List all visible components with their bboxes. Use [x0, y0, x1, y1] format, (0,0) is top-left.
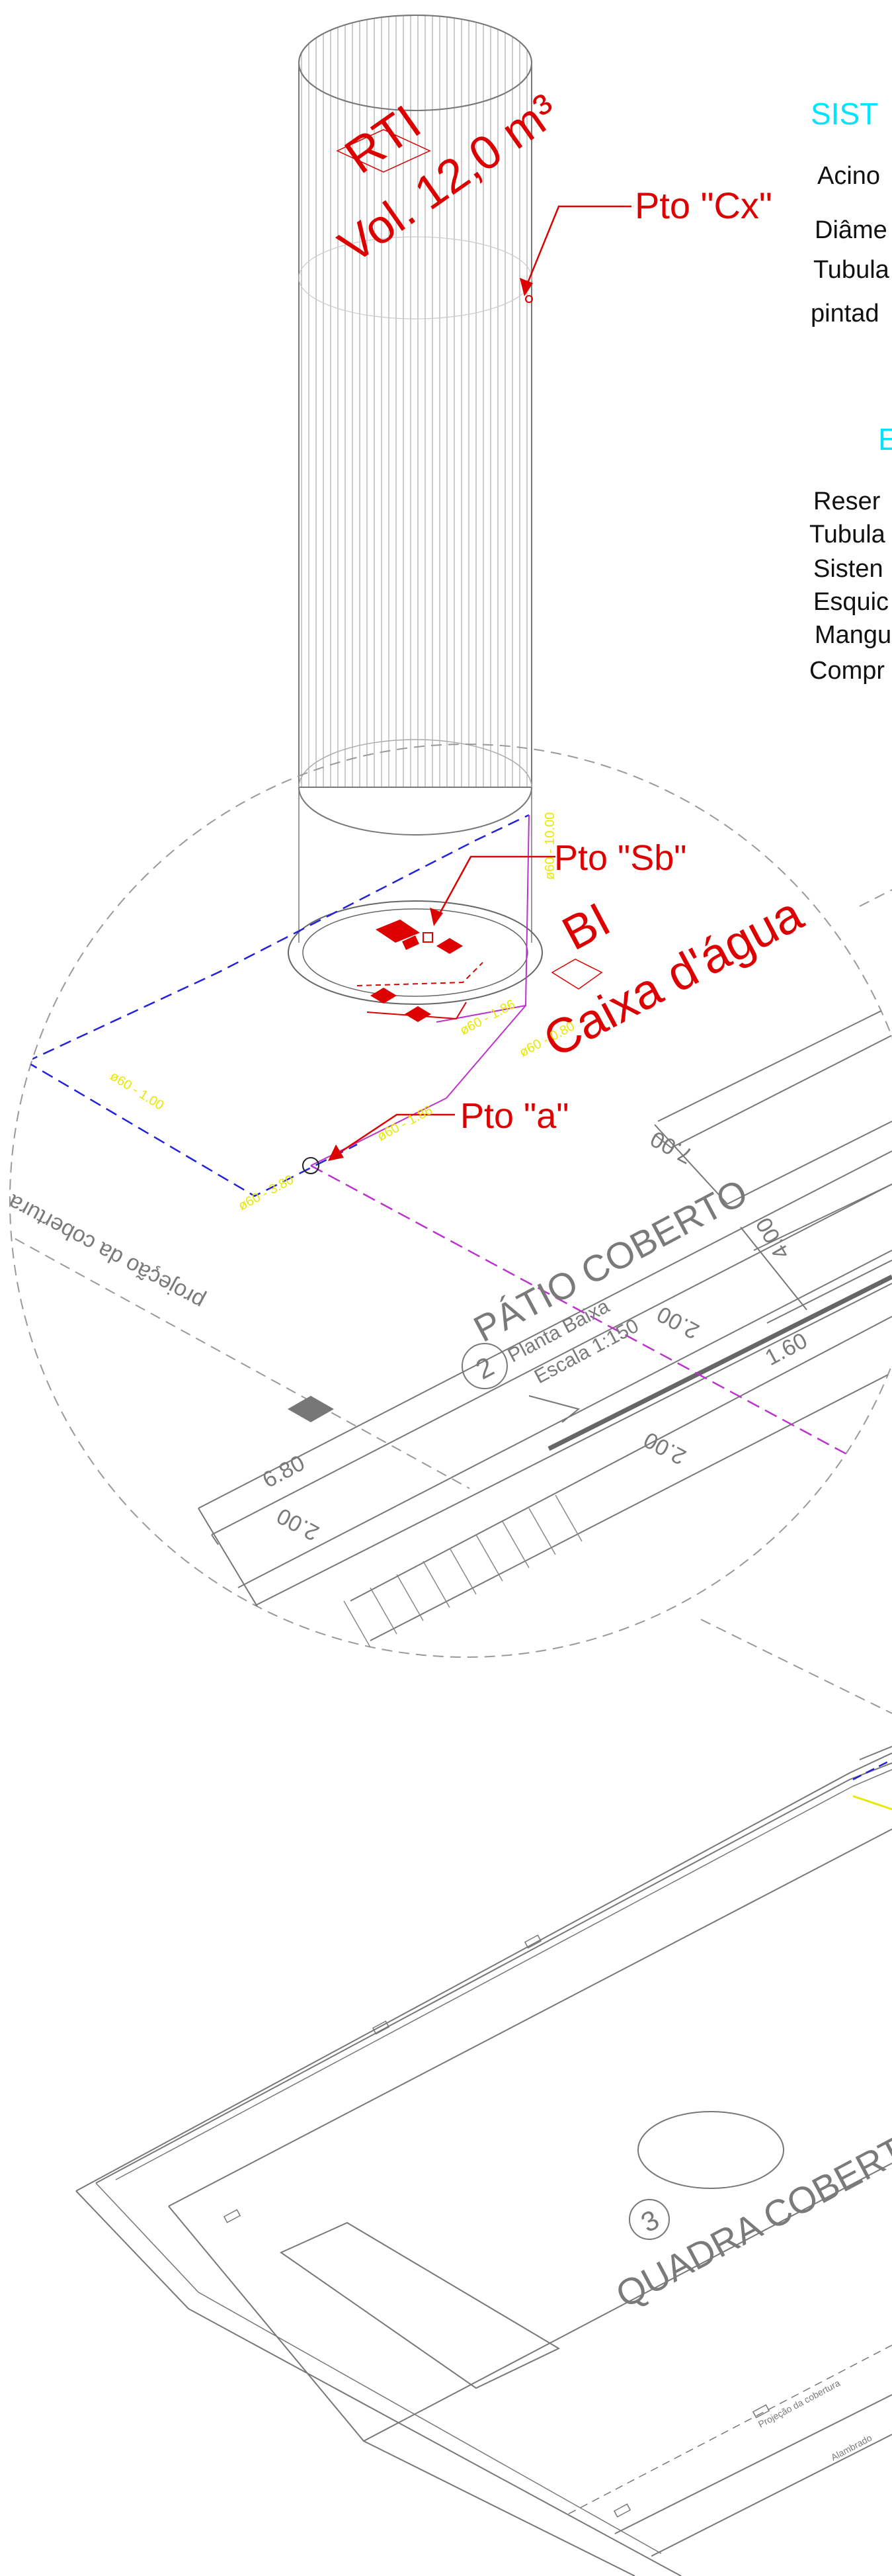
panel-line-4: pintad [811, 300, 879, 327]
panel-list-4: Esquic [813, 588, 889, 616]
dim-1-60: 1.60 [761, 1328, 811, 1371]
court-labels: 3 QUADRA COBERTA Alambrado Projeção da c… [609, 2118, 892, 2463]
panel-list-1: Reser [813, 488, 881, 515]
storage-tank [288, 15, 543, 1005]
pto-cx-label: Pto "Cx" [635, 185, 772, 226]
panel-line-1: Acino [817, 162, 880, 190]
dim-2-00-a: 2.00 [653, 1301, 703, 1344]
room-3-label: 3 [636, 2204, 665, 2238]
panel-list-2: Tubula [809, 521, 886, 548]
panel-list-6: Compr [809, 657, 885, 685]
dim-6-80: 6.80 [259, 1450, 309, 1493]
projecao-label: projeção da cobertura [4, 1189, 209, 1314]
patio-label: PÁTIO COBERTO [467, 1171, 754, 1350]
panel-list-5: Mangu [815, 621, 891, 649]
dim-4-00-b: 2.00 [639, 1427, 690, 1470]
pto-cx-callout: Pto "Cx" [520, 185, 772, 303]
caixa-tag: BI Caixa d'água [535, 886, 812, 1068]
notes-panel: SIST Acino Diâme Tubula pintad E Reser T… [809, 97, 892, 685]
pto-a-callout: Pto "a" [328, 1096, 569, 1161]
pto-sb-callout: Pto "Sb" [430, 838, 686, 926]
sports-court [75, 1746, 892, 2576]
dim-2-00-b: 2.00 [272, 1503, 323, 1546]
panel-title-2: E [878, 422, 892, 456]
valve-assembly [356, 920, 483, 1022]
pipe-tag-6: ø60 - 10.00 [543, 812, 557, 880]
patio-plan: PÁTIO COBERTO 2 Planta Baixa Escala 1:15… [4, 1126, 811, 1546]
pto-a-label: Pto "a" [460, 1096, 569, 1136]
pipe-tag-1: ø60 - 1.00 [107, 1069, 166, 1113]
pipe-tags: ø60 - 1.00 ø60 - 3.80 ø60 - 1.86 ø60 - 1… [107, 812, 577, 1214]
panel-line-3: Tubula [813, 256, 890, 284]
projecao-small-label: Projeção da cobertura [756, 2378, 842, 2430]
panel-title: SIST [811, 97, 878, 131]
pipe-tag-4: ø60 - 1.86 [458, 997, 518, 1038]
pto-sb-label: Pto "Sb" [554, 838, 686, 878]
pipe-tag-2: ø60 - 3.80 [236, 1172, 296, 1213]
detail-circle [9, 744, 892, 1714]
bl-label: BI [554, 893, 619, 961]
panel-line-2: Diâme [815, 216, 887, 244]
panel-list-3: Sisten [813, 555, 883, 583]
